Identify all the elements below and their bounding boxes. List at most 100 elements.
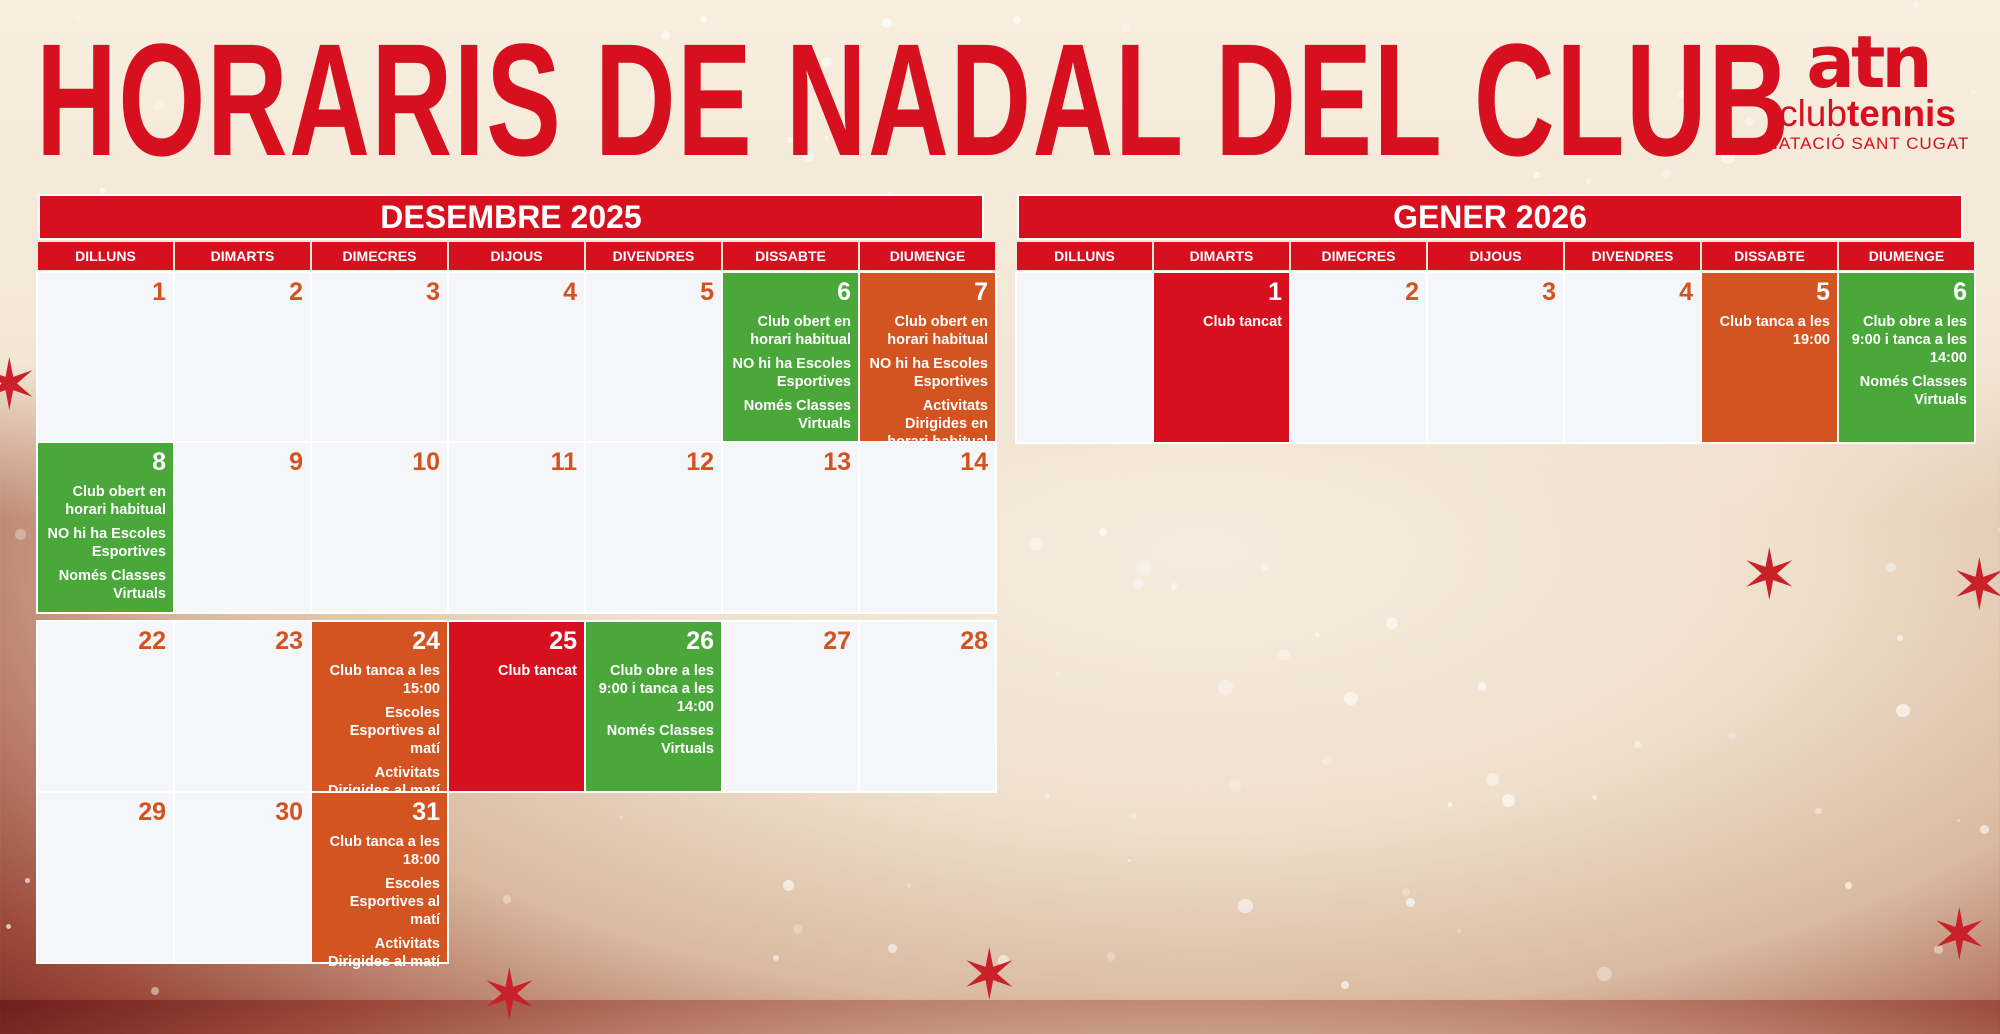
sparkle	[1106, 952, 1116, 961]
sparkle	[1136, 560, 1151, 575]
day-note: Escoles Esportives al matí	[349, 705, 440, 757]
sparkle	[1934, 945, 1943, 954]
sparkle	[1971, 89, 1977, 95]
sparkle	[1720, 149, 1735, 164]
day-note: Club tanca a les 19:00	[1719, 314, 1830, 348]
sparkle	[824, 136, 829, 140]
logo-tennis: tennis	[1846, 93, 1956, 134]
sparkle	[803, 151, 814, 162]
day-cell: 31 Club tanca a les 18:00 Escoles Esportiv…	[312, 793, 447, 970]
sparkle	[1844, 881, 1853, 890]
weekday-header: DILLUNS	[38, 242, 173, 270]
day-note: Club obre a les 9:00 i tanca a les 14:00	[1851, 314, 1967, 366]
day-cell: 23	[175, 622, 310, 791]
sparkle	[1012, 15, 1022, 25]
sparkle	[882, 17, 893, 28]
sparkle	[1341, 981, 1350, 990]
sparkle	[1886, 562, 1896, 573]
day-cell: 14	[860, 443, 995, 612]
day-cell: 3	[312, 273, 447, 442]
sparkle	[1895, 703, 1910, 718]
day-note: Club obre a les 9:00 i tanca a les 14:00	[598, 663, 714, 715]
sparkle	[700, 15, 708, 24]
star-ornament-icon: ✶	[1950, 546, 2000, 624]
day-cell: 4	[449, 273, 584, 442]
day-cell: 28	[860, 622, 995, 791]
sparkle	[649, 87, 665, 103]
sparkle	[772, 954, 780, 962]
day-cell	[1017, 273, 1152, 442]
day-number: 10	[412, 448, 440, 476]
sparkle	[1597, 966, 1612, 982]
sparkle	[821, 56, 832, 67]
weekday-header: DILLUNS	[1017, 242, 1152, 270]
sparkle	[1661, 168, 1671, 179]
day-number: 12	[686, 448, 714, 476]
day-number: 5	[1816, 278, 1830, 306]
sparkle	[1768, 94, 1775, 100]
sparkle	[1447, 802, 1453, 807]
sparkle	[1502, 793, 1516, 807]
day-note: NO hi ha Escoles Esportives	[47, 526, 166, 560]
day-number: 31	[412, 798, 440, 826]
weekday-header: DIMECRES	[1291, 242, 1426, 270]
sparkle	[660, 30, 671, 41]
day-number: 11	[550, 448, 577, 476]
logo-name: clubtennis	[1765, 94, 1970, 134]
day-note: Només Classes Virtuals	[58, 568, 166, 602]
sparkle	[1260, 563, 1269, 572]
sparkle	[150, 986, 160, 996]
day-note: Club tanca a les 18:00	[329, 834, 440, 868]
day-number: 3	[426, 278, 440, 306]
sparkle	[1633, 740, 1641, 748]
sparkle	[1100, 134, 1109, 143]
star-ornament-icon: ✶	[1740, 536, 1799, 614]
day-cell: 30	[175, 793, 310, 962]
day-number: 6	[1953, 278, 1967, 306]
weekday-header: DIJOUS	[1428, 242, 1563, 270]
sparkle	[1321, 755, 1332, 766]
sparkle	[1134, 579, 1144, 590]
day-cell: 22	[38, 622, 173, 791]
day-cell: 5 Club tanca a les 19:00	[1702, 273, 1837, 442]
calendar-december: DESEMBRE 2025 DILLUNS DIMARTS DIMECRES DIJOU…	[36, 194, 997, 970]
sparkle	[1343, 691, 1358, 706]
star-ornament-icon: ✶	[1930, 896, 1989, 974]
day-cell: 1 Club tancat	[1154, 273, 1289, 442]
sparkle	[997, 955, 1009, 966]
sparkle	[1228, 779, 1242, 793]
day-number: 25	[549, 627, 577, 655]
day-number: 3	[1542, 278, 1556, 306]
weekday-header: DIUMENGE	[860, 242, 995, 270]
sparkle	[1401, 887, 1410, 896]
day-cell: 2	[175, 273, 310, 442]
day-cell: 26 Club obre a les 9:00 i tanca a les 14:…	[586, 622, 721, 791]
day-note: Només Classes Virtuals	[743, 398, 851, 432]
day-number: 2	[289, 278, 303, 306]
day-number: 26	[686, 627, 714, 655]
sparkle	[1121, 23, 1131, 32]
sparkle	[308, 141, 313, 145]
day-number: 9	[289, 448, 303, 476]
day-number: 13	[823, 448, 851, 476]
sparkle	[1739, 45, 1751, 57]
day-cell: 27	[723, 622, 858, 791]
day-note: NO hi ha Escoles Esportives	[869, 356, 988, 390]
star-ornament-icon: ✶	[480, 956, 539, 1034]
sparkle	[888, 191, 893, 196]
day-note: Club obert en horari habitual	[750, 314, 851, 348]
sparkle	[1218, 680, 1233, 695]
day-cell: 5	[586, 273, 721, 442]
day-note: Escoles Esportives al matí	[349, 876, 440, 928]
sparkle	[1956, 818, 1960, 822]
day-cell: 29	[38, 793, 173, 962]
day-number: 7	[974, 278, 988, 306]
day-number: 22	[138, 627, 166, 655]
day-cell: 13	[723, 443, 858, 612]
weekday-header: DISSABTE	[723, 242, 858, 270]
sparkle	[1028, 536, 1044, 552]
sparkle	[1127, 858, 1131, 863]
calendar-january: GENER 2026 DILLUNS DIMARTS DIMECRES DIJOUS DI…	[1015, 194, 1976, 444]
day-note: Club tanca a les 15:00	[329, 663, 440, 697]
sparkle	[1477, 682, 1487, 691]
